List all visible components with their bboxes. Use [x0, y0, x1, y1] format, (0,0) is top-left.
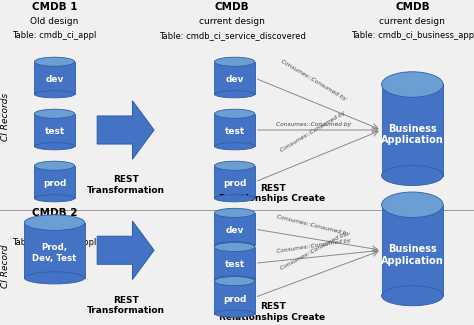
Bar: [214, 166, 255, 198]
Text: Table: cmdb_ci_service_discovered: Table: cmdb_ci_service_discovered: [159, 31, 306, 40]
Ellipse shape: [214, 276, 255, 283]
Ellipse shape: [214, 242, 255, 252]
Text: prod: prod: [43, 179, 66, 188]
Text: CI Record: CI Record: [1, 245, 10, 288]
Ellipse shape: [34, 57, 75, 66]
Bar: [24, 223, 85, 278]
Text: REST
Transformation: REST Transformation: [87, 296, 164, 315]
Ellipse shape: [34, 109, 75, 118]
Ellipse shape: [24, 215, 85, 230]
Text: current design: current design: [200, 17, 265, 26]
Text: prod: prod: [223, 294, 246, 304]
Text: Table: cmdb_ci_appl: Table: cmdb_ci_appl: [12, 31, 97, 40]
Text: Table: cmdb_ci_appl: Table: cmdb_ci_appl: [12, 238, 97, 247]
Text: test: test: [45, 127, 64, 136]
Bar: [34, 166, 75, 198]
Ellipse shape: [34, 195, 75, 202]
Bar: [382, 205, 443, 296]
Ellipse shape: [34, 143, 75, 150]
Text: Business
Application: Business Application: [381, 124, 444, 145]
Text: Consumes::Consumed by: Consumes::Consumed by: [276, 214, 351, 237]
Text: CMDB: CMDB: [215, 2, 250, 12]
Ellipse shape: [214, 277, 255, 286]
Ellipse shape: [34, 161, 75, 170]
Text: CMDB: CMDB: [395, 2, 430, 12]
Bar: [214, 114, 255, 146]
Bar: [214, 281, 255, 314]
Ellipse shape: [382, 165, 443, 186]
Text: dev: dev: [46, 75, 64, 84]
Text: CMDB 2: CMDB 2: [32, 208, 77, 218]
Bar: [382, 84, 443, 176]
Text: Old design: Old design: [30, 17, 79, 26]
Ellipse shape: [214, 91, 255, 98]
Bar: [34, 62, 75, 94]
Text: dev: dev: [226, 226, 244, 235]
Text: Consumes::Consumed by: Consumes::Consumed by: [276, 238, 351, 254]
Text: REST
Transformation: REST Transformation: [87, 176, 164, 195]
Ellipse shape: [214, 143, 255, 150]
Text: prod: prod: [223, 179, 246, 188]
Text: CMDB 1: CMDB 1: [32, 2, 77, 12]
Polygon shape: [97, 221, 154, 280]
Text: Prod,
Dev, Test: Prod, Dev, Test: [32, 243, 77, 263]
Text: test: test: [225, 260, 245, 269]
Polygon shape: [97, 101, 154, 159]
Ellipse shape: [214, 242, 255, 249]
Ellipse shape: [214, 208, 255, 217]
Ellipse shape: [214, 195, 255, 202]
Text: current design: current design: [380, 17, 445, 26]
Ellipse shape: [214, 161, 255, 170]
Text: Business
Application: Business Application: [381, 244, 444, 266]
Text: CI Records: CI Records: [1, 93, 10, 141]
Ellipse shape: [34, 91, 75, 98]
Text: Table: cmdb_ci_business_app: Table: cmdb_ci_business_app: [351, 31, 474, 40]
Bar: [34, 114, 75, 146]
Ellipse shape: [24, 272, 85, 284]
Text: test: test: [225, 127, 245, 136]
Ellipse shape: [382, 72, 443, 97]
Text: Old design: Old design: [30, 224, 79, 233]
Text: Consumes::Consumed by: Consumes::Consumed by: [279, 231, 347, 271]
Text: REST
Relationships Create: REST Relationships Create: [219, 184, 326, 203]
Ellipse shape: [214, 57, 255, 66]
Text: Consumes::Consumed by: Consumes::Consumed by: [280, 111, 347, 153]
Ellipse shape: [214, 310, 255, 317]
Ellipse shape: [382, 192, 443, 217]
Ellipse shape: [382, 286, 443, 306]
Bar: [214, 213, 255, 245]
Bar: [214, 62, 255, 94]
Text: REST
Relationships Create: REST Relationships Create: [219, 302, 326, 322]
Ellipse shape: [214, 109, 255, 118]
Text: Consumes::Consumed by: Consumes::Consumed by: [280, 58, 347, 101]
Text: Consumes::Consumed by: Consumes::Consumed by: [276, 123, 351, 127]
Bar: [214, 247, 255, 280]
Text: dev: dev: [226, 75, 244, 84]
